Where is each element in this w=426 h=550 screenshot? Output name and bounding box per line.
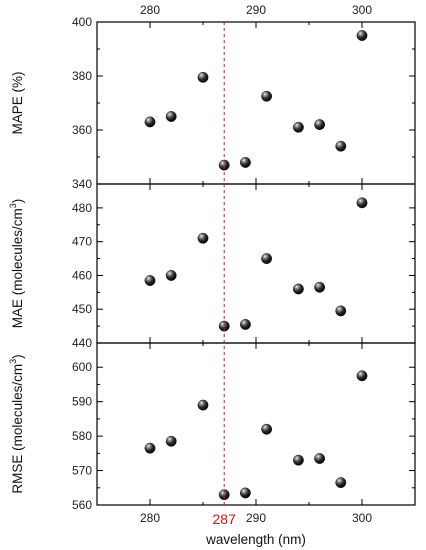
y-tick-label: 600: [72, 360, 92, 374]
data-point: [356, 197, 368, 209]
overlay: 280 290 300 280 290 300 287 wavelength (nm): [140, 3, 372, 547]
y-tick-label: 400: [72, 15, 92, 29]
data-point: [292, 283, 304, 295]
y-tick-label: 360: [72, 123, 92, 137]
data-point: [239, 319, 251, 330]
panel-frame: [96, 21, 416, 185]
panel-3: 560 570 580 590 600 RMSE (molecules/cm3): [8, 342, 416, 512]
data-point: [335, 140, 347, 152]
y-tick-label: 480: [72, 201, 92, 215]
x-tick-label: 290: [246, 511, 266, 525]
panel-2: 440 450 460 470 480 MAE (molecules/cm3): [8, 183, 416, 350]
data-point: [218, 489, 230, 501]
data-point: [165, 111, 177, 122]
data-point: [144, 116, 156, 128]
data-point: [261, 253, 272, 264]
data-point: [144, 275, 156, 286]
y-tick-label: 560: [72, 498, 92, 512]
data-point: [165, 435, 177, 447]
data-point: [165, 270, 177, 281]
data-point: [292, 454, 304, 466]
y-tick-label: 450: [72, 302, 92, 316]
reference-line-label: 287: [213, 511, 237, 527]
data-point: [335, 477, 347, 489]
data-point: [197, 232, 209, 244]
data-point: [314, 281, 325, 293]
data-point: [356, 30, 368, 41]
panel-1: 340 360 380 400 MAPE (%): [10, 15, 416, 191]
x-tick-label: 280: [140, 511, 160, 525]
data-point: [335, 305, 347, 317]
data-point: [356, 370, 368, 382]
data-point: [292, 121, 304, 133]
y-tick-label: 580: [72, 429, 92, 443]
x-tick-label-top: 300: [352, 3, 372, 17]
y-tick-label: 440: [72, 336, 92, 350]
data-point: [218, 159, 230, 171]
data-point: [144, 442, 156, 454]
y-tick-label: 340: [72, 177, 92, 191]
y-axis-title: MAPE (%): [10, 71, 25, 134]
data-point: [197, 399, 209, 411]
data-point: [197, 71, 209, 83]
data-point: [218, 320, 230, 332]
y-tick-label: 470: [72, 235, 92, 249]
data-point: [261, 423, 272, 435]
data-point: [239, 156, 251, 168]
data-point: [314, 453, 325, 464]
data-point: [239, 487, 251, 499]
x-tick-label: 300: [352, 511, 372, 525]
x-tick-label-top: 280: [140, 3, 160, 17]
x-tick-label-top: 290: [246, 3, 266, 17]
y-tick-label: 380: [72, 69, 92, 83]
y-axis-title: RMSE (molecules/cm3): [8, 354, 25, 493]
y-tick-label: 590: [72, 395, 92, 409]
panel-frame: [96, 183, 416, 344]
y-tick-label: 570: [72, 464, 92, 478]
panels: 340 360 380 400 MAPE (%) 440 450 460 470 480 MAE (…: [8, 15, 416, 512]
x-axis-title: wavelength (nm): [205, 532, 306, 547]
panel-frame: [96, 342, 416, 506]
y-axis-title: MAE (molecules/cm3): [8, 199, 25, 329]
data-point: [261, 90, 272, 102]
y-tick-label: 460: [72, 268, 92, 282]
data-point: [314, 119, 325, 131]
